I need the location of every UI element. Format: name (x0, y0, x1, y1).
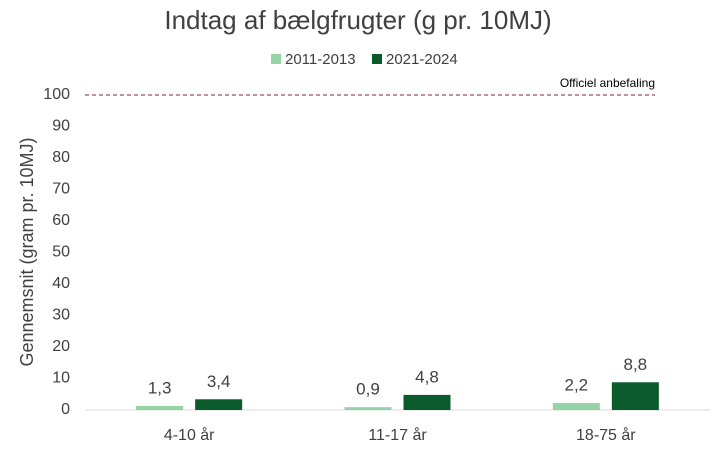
y-tick-label: 10 (52, 370, 70, 387)
value-label: 0,9 (356, 380, 380, 399)
value-label: 8,8 (624, 355, 648, 374)
x-tick-label: 11-17 år (368, 426, 427, 444)
y-tick-label: 90 (52, 118, 70, 135)
chart-title: Indtag af bælgfrugter (g pr. 10MJ) (164, 5, 551, 35)
value-label: 4,8 (415, 367, 439, 386)
x-tick-label: 18-75 år (576, 426, 636, 444)
y-tick-label: 80 (52, 149, 70, 166)
y-tick-label: 40 (52, 275, 70, 292)
y-tick-label: 50 (52, 244, 70, 261)
legend-label: 2021-2024 (386, 51, 458, 68)
value-label: 3,4 (207, 372, 231, 391)
bar (552, 403, 600, 410)
bar (195, 399, 243, 410)
y-axis-label: Gennemsnit (gram pr. 10MJ) (17, 137, 37, 366)
bar (344, 407, 392, 410)
y-tick-label: 60 (52, 212, 70, 229)
y-tick-label: 100 (43, 86, 70, 103)
bar (403, 394, 451, 410)
value-label: 1,3 (148, 378, 172, 397)
y-tick-label: 0 (61, 401, 70, 418)
legend-swatch (271, 54, 281, 64)
y-tick-label: 20 (52, 338, 70, 355)
y-tick-label: 30 (52, 307, 70, 324)
bar (136, 405, 184, 410)
legend-swatch (372, 54, 382, 64)
x-tick-label: 4-10 år (164, 426, 215, 444)
legend-label: 2011-2013 (285, 51, 356, 68)
reference-label: Officiel anbefaling (560, 76, 655, 90)
value-label: 2,2 (565, 376, 589, 395)
bar (611, 382, 659, 410)
y-tick-label: 70 (52, 181, 70, 198)
